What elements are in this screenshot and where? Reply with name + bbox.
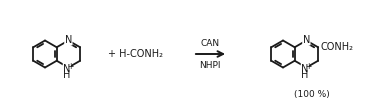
Text: +: + (68, 62, 74, 71)
Text: H: H (301, 70, 308, 80)
Text: CONH₂: CONH₂ (320, 42, 353, 52)
Text: + H-CONH₂: + H-CONH₂ (108, 49, 163, 59)
Text: N: N (63, 63, 71, 73)
Text: CAN: CAN (200, 38, 220, 47)
Text: H: H (63, 70, 71, 80)
Text: N: N (301, 63, 308, 73)
Text: N: N (65, 35, 72, 45)
Text: (100 %): (100 %) (294, 89, 330, 98)
Text: +: + (306, 62, 312, 71)
Text: N: N (303, 35, 310, 45)
Text: NHPI: NHPI (199, 61, 221, 70)
